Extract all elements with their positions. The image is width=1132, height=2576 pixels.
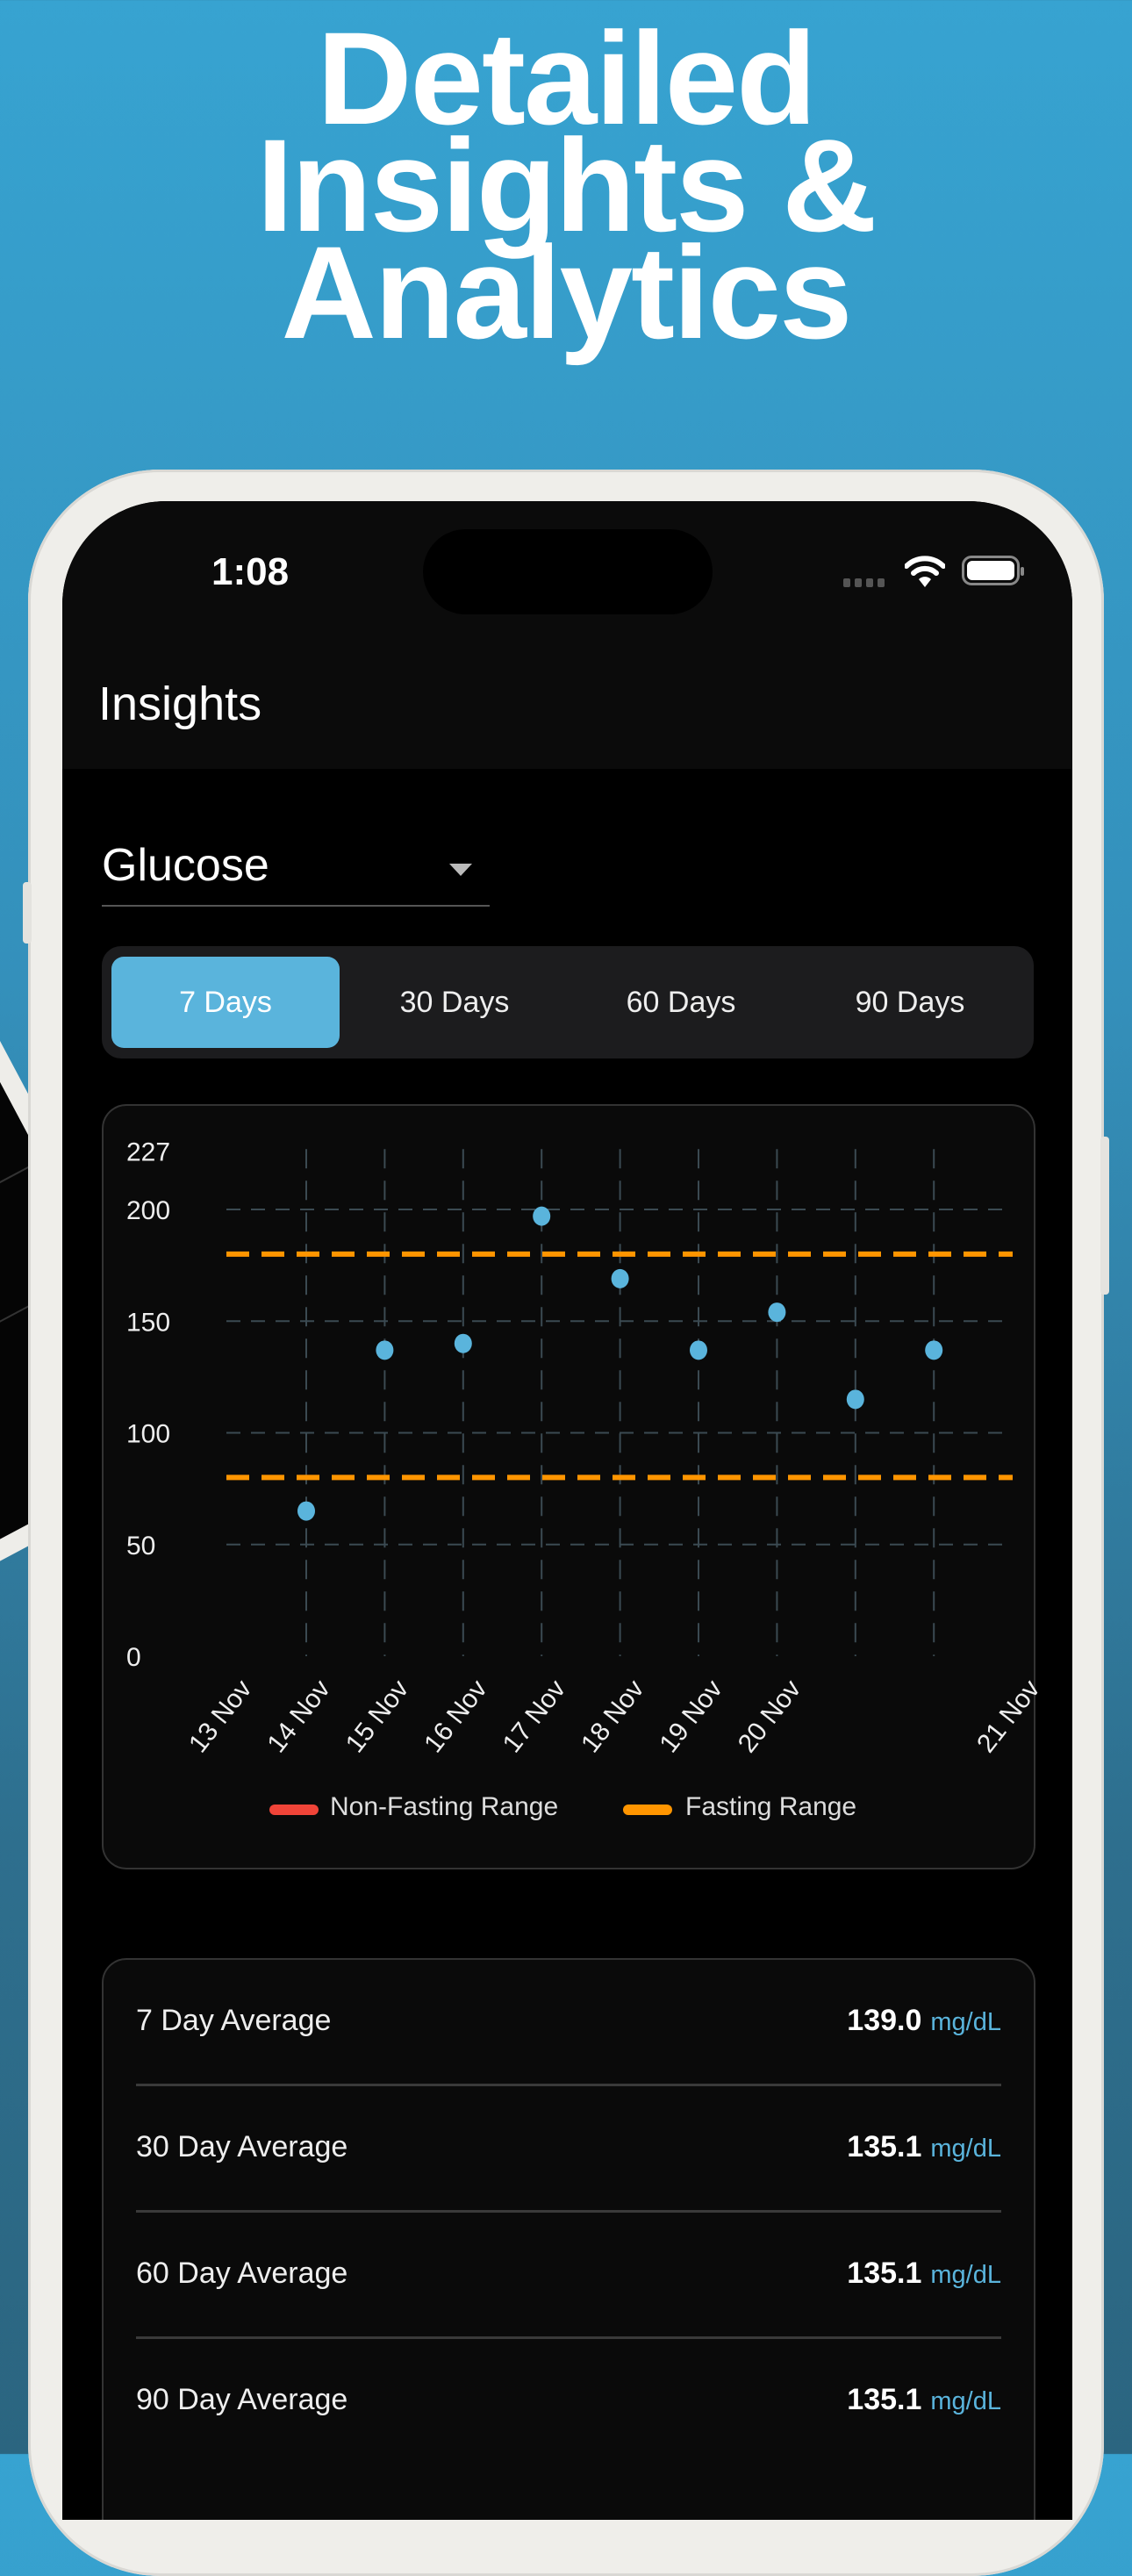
battery-icon bbox=[962, 556, 1024, 585]
x-tick-label: 20 Nov bbox=[733, 1675, 807, 1758]
y-tick-label: 0 bbox=[126, 1643, 141, 1672]
y-tick-label: 50 bbox=[126, 1532, 155, 1561]
average-unit: mg/dL bbox=[930, 2135, 1001, 2163]
data-point bbox=[768, 1302, 786, 1323]
headline-line: Analytics bbox=[281, 219, 853, 366]
side-button bbox=[23, 882, 32, 944]
tab-90-days[interactable]: 90 Days bbox=[855, 986, 965, 1019]
wifi-icon bbox=[905, 556, 945, 587]
metric-dropdown-value: Glucose bbox=[102, 840, 269, 891]
data-point bbox=[611, 1268, 629, 1288]
average-value: 135.1 bbox=[847, 2130, 922, 2163]
metric-dropdown[interactable]: Glucose bbox=[102, 839, 490, 907]
x-tick-label: 18 Nov bbox=[576, 1675, 650, 1758]
average-label: 90 Day Average bbox=[136, 2383, 348, 2416]
headline-line: Detailed bbox=[317, 4, 817, 152]
average-value: 135.1 bbox=[847, 2383, 922, 2416]
data-point bbox=[297, 1501, 315, 1521]
status-time: 1:08 bbox=[211, 550, 290, 593]
chevron-down-icon bbox=[449, 864, 472, 876]
average-unit: mg/dL bbox=[930, 2261, 1001, 2289]
y-tick-label: 100 bbox=[126, 1420, 170, 1449]
marketing-headline: Detailed Insights & Analytics bbox=[0, 4, 1132, 366]
data-point bbox=[454, 1333, 472, 1353]
app-header: 1:08 Insights bbox=[62, 501, 1072, 769]
average-unit: mg/dL bbox=[930, 2387, 1001, 2415]
x-tick-label: 16 Nov bbox=[419, 1675, 493, 1758]
y-tick-label: 227 bbox=[126, 1137, 170, 1166]
app-screen: 1:08 Insights Glucose 7 Days 30 Days 60 … bbox=[62, 501, 1072, 2520]
x-tick-label: 17 Nov bbox=[498, 1675, 572, 1758]
glucose-chart: 227 200 150 100 50 0 13 Nov 14 Nov 15 Nov 16 Nov 1… bbox=[102, 1104, 1046, 1869]
divider bbox=[136, 2336, 1001, 2339]
average-value: 139.0 bbox=[847, 2004, 922, 2037]
signal-icon bbox=[843, 578, 885, 587]
average-row: 30 Day Average 135.1 mg/dL bbox=[136, 2086, 1001, 2213]
averages-card: 7 Day Average 139.0 mg/dL 30 Day Average … bbox=[102, 1958, 1035, 2520]
average-unit: mg/dL bbox=[930, 2008, 1001, 2036]
divider bbox=[136, 2210, 1001, 2213]
x-tick-label: 14 Nov bbox=[262, 1675, 336, 1758]
data-point bbox=[376, 1340, 394, 1360]
average-label: 60 Day Average bbox=[136, 2257, 348, 2290]
legend-non-fasting: Non-Fasting Range bbox=[330, 1792, 559, 1821]
y-tick-label: 200 bbox=[126, 1196, 170, 1225]
average-row: 7 Day Average 139.0 mg/dL bbox=[136, 1960, 1001, 2086]
divider bbox=[136, 2084, 1001, 2086]
average-row: 60 Day Average 135.1 mg/dL bbox=[136, 2213, 1001, 2339]
tab-30-days[interactable]: 30 Days bbox=[399, 986, 510, 1019]
legend-swatch-fasting bbox=[623, 1805, 672, 1815]
average-label: 30 Day Average bbox=[136, 2130, 348, 2163]
average-row: 90 Day Average 135.1 mg/dL bbox=[136, 2339, 1001, 2465]
headline-line: Insights & bbox=[256, 111, 877, 259]
dynamic-island bbox=[423, 529, 713, 614]
data-point bbox=[690, 1340, 707, 1360]
side-button bbox=[1100, 1137, 1109, 1295]
x-tick-label: 19 Nov bbox=[654, 1675, 728, 1758]
data-point bbox=[925, 1340, 943, 1360]
legend-fasting: Fasting Range bbox=[685, 1792, 857, 1821]
y-tick-label: 150 bbox=[126, 1308, 170, 1337]
x-tick-label: 13 Nov bbox=[183, 1675, 258, 1758]
data-point bbox=[846, 1389, 864, 1410]
average-value: 135.1 bbox=[847, 2257, 922, 2290]
range-segmented-control: 7 Days 30 Days 60 Days 90 Days bbox=[102, 946, 1034, 1058]
tab-60-days[interactable]: 60 Days bbox=[626, 986, 736, 1019]
legend-swatch-non-fasting bbox=[269, 1805, 319, 1815]
page-title: Insights bbox=[98, 678, 262, 730]
average-label: 7 Day Average bbox=[136, 2004, 332, 2037]
x-tick-label: 21 Nov bbox=[971, 1675, 1046, 1758]
x-tick-label: 15 Nov bbox=[340, 1675, 415, 1758]
tab-7-days[interactable]: 7 Days bbox=[111, 957, 340, 1048]
data-point bbox=[533, 1206, 551, 1226]
